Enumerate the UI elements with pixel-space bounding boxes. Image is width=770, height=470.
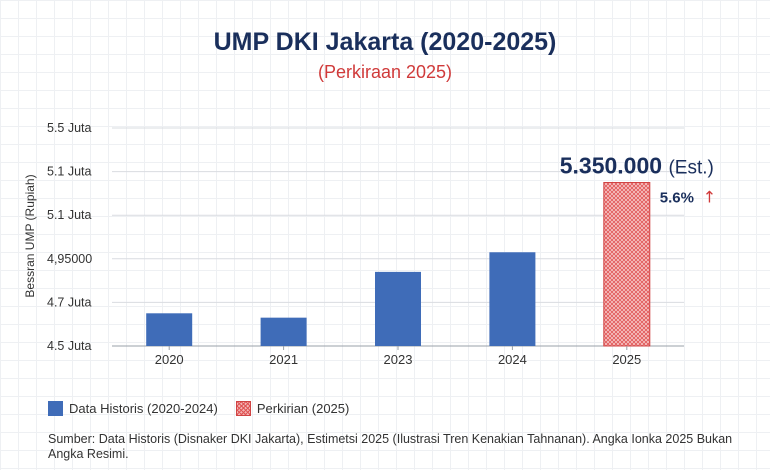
chart-subtitle: (Perkiraan 2025) [317,62,453,82]
legend-item-estimate: Perkirian (2025) [235,401,350,416]
estimate-value-label: 5.350.000 (Est.) [560,153,714,179]
bar-chart: 4.5 Juta 4.7 Juta 4,95000 5.1 Juta 5.1 Juta 5… [23,121,716,367]
bar-historical [489,252,536,346]
bar-estimate [603,182,651,347]
y-tick-label: 5.5 Juta [47,121,92,135]
legend-label-estimate: Perkirian (2025) [256,401,350,416]
bar-historical [260,317,307,346]
bar-historical [375,271,421,346]
source-note: Sumber: Data Historis (Disnaker DKI Jaka… [48,432,733,461]
y-axis-title: Bessran UMP (Rupiah) [23,174,37,297]
growth-label: 5.6% [660,190,694,207]
chart-legend: Data Historis (2020-2024) Perkirian (202… [48,401,367,416]
x-tick-label: 2024 [498,352,527,367]
legend-swatch-estimate [235,401,251,416]
y-tick-label: 4,95000 [47,252,92,266]
legend-label-historical: Data Historis (2020-2024) [69,401,218,416]
x-tick-label: 2025 [612,352,641,367]
y-tick-label: 4.7 Juta [47,295,92,309]
chart-title: UMP DKI Jakarta (2020-2025) [213,28,557,56]
y-tick-label: 5.1 Juta [47,165,92,179]
growth-arrow-icon: ↑ [703,188,716,207]
x-tick-label: 2020 [155,352,184,367]
y-tick-label: 4.5 Juta [47,339,92,353]
x-tick-label: 2023 [384,352,413,367]
x-tick-label: 2021 [269,352,298,367]
legend-swatch-historical [48,401,63,416]
y-tick-label: 5.1 Juta [47,208,92,222]
bar-historical [146,313,193,346]
legend-item-historical: Data Historis (2020-2024) [48,401,218,416]
